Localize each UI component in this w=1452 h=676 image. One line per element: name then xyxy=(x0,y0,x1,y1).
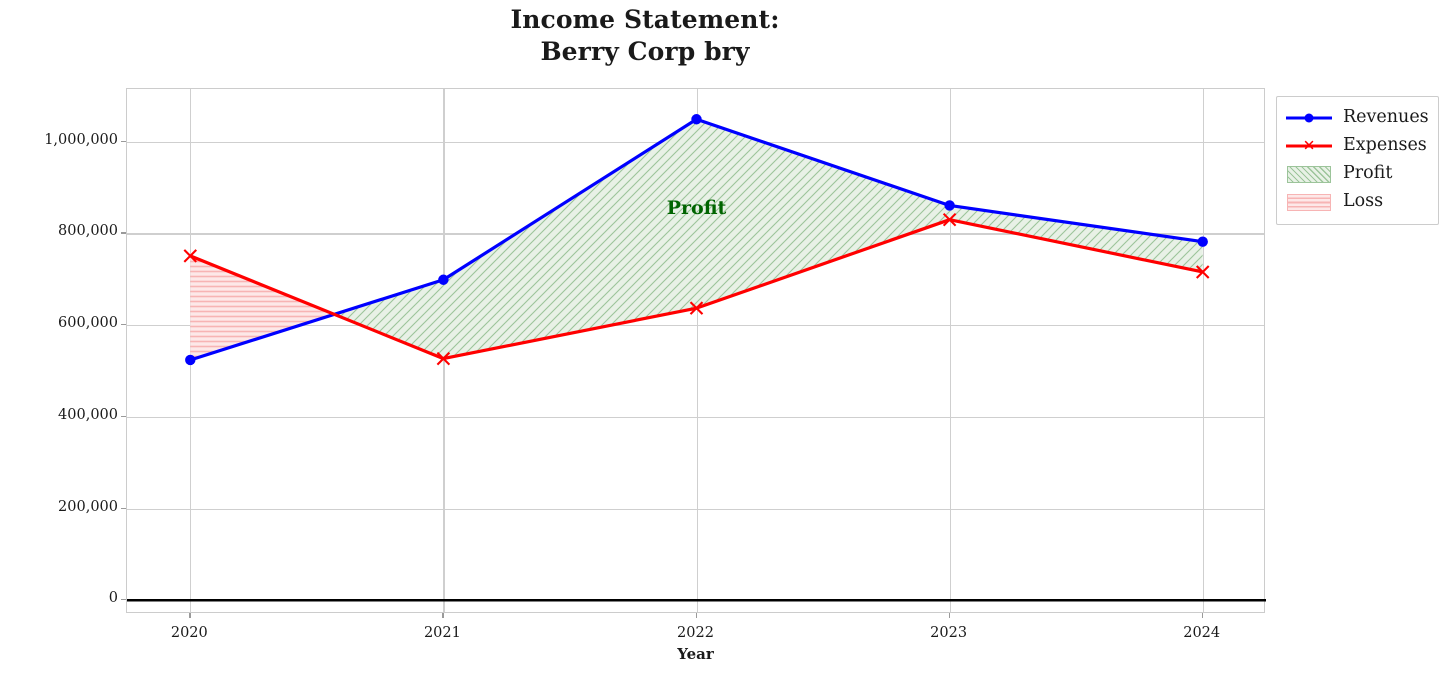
circle-marker-icon xyxy=(1304,113,1314,123)
legend-label: Profit xyxy=(1343,163,1393,184)
legend-label: Expenses xyxy=(1343,135,1427,156)
loss-fill-region xyxy=(190,255,335,360)
marker-revenues-2024 xyxy=(1197,236,1208,247)
y-tick-mark xyxy=(121,324,126,326)
legend-line-swatch xyxy=(1286,144,1332,148)
x-marker-icon: ✕ xyxy=(1302,136,1316,155)
x-tick-label: 2020 xyxy=(170,625,208,641)
x-tick-label: 2023 xyxy=(930,625,968,641)
y-tick-mark xyxy=(121,507,126,509)
y-tick-label: 0 xyxy=(108,590,118,607)
legend-item-expenses[interactable]: ✕ Expenses xyxy=(1286,132,1429,160)
y-tick-label: 1,000,000 xyxy=(44,131,118,148)
x-axis-label: Year xyxy=(677,645,714,663)
x-tick-mark xyxy=(695,613,697,618)
legend-patch-swatch xyxy=(1287,166,1331,183)
grid-line-vertical xyxy=(949,89,951,612)
marker-revenues-2022 xyxy=(691,114,702,125)
chart-title-line-2: Berry Corp bry xyxy=(540,36,750,66)
annotation-profit: Profit xyxy=(666,197,727,220)
grid-line-horizontal xyxy=(127,325,1264,327)
plot-area: Profit xyxy=(126,88,1266,613)
legend-key-revenues xyxy=(1286,108,1332,128)
legend-key-expenses: ✕ xyxy=(1286,136,1332,156)
y-tick-mark xyxy=(121,232,126,234)
x-tick-mark xyxy=(1201,613,1203,618)
grid-line-vertical xyxy=(1202,89,1204,612)
y-tick-mark xyxy=(121,140,126,142)
marker-revenues-2021 xyxy=(438,274,449,285)
y-tick-mark xyxy=(121,599,126,601)
legend-label: Revenues xyxy=(1343,107,1429,128)
grid-line-horizontal xyxy=(127,508,1264,510)
marker-revenues-2020 xyxy=(185,354,196,366)
legend-label: Loss xyxy=(1343,191,1384,212)
grid-line-vertical xyxy=(696,89,698,612)
grid-line-horizontal xyxy=(127,416,1264,418)
y-tick-label: 800,000 xyxy=(58,223,118,240)
y-tick-label: 600,000 xyxy=(58,315,118,332)
y-tick-label: 400,000 xyxy=(58,406,118,423)
x-tick-label: 2024 xyxy=(1183,625,1221,641)
series-svg xyxy=(127,114,1266,602)
legend-item-revenues[interactable]: Revenues xyxy=(1286,104,1429,132)
chart-title: Income Statement: Berry Corp bry xyxy=(0,4,1290,67)
y-tick-label: 200,000 xyxy=(58,498,118,515)
x-tick-label: 2022 xyxy=(677,625,714,641)
x-tick-label: 2021 xyxy=(423,625,461,641)
x-tick-mark xyxy=(442,613,444,618)
legend-key-profit xyxy=(1286,164,1332,184)
marker-expenses-2024 xyxy=(1195,265,1210,279)
chart-legend[interactable]: Revenues ✕ Expenses Profit Loss xyxy=(1276,96,1439,225)
data-layer: Profit xyxy=(127,89,1266,612)
legend-item-loss[interactable]: Loss xyxy=(1286,188,1429,216)
legend-item-profit[interactable]: Profit xyxy=(1286,160,1429,188)
legend-key-loss xyxy=(1286,192,1332,212)
chart-title-line-1: Income Statement: xyxy=(510,5,780,34)
x-tick-mark xyxy=(948,613,950,618)
marker-revenues-2023 xyxy=(944,200,955,211)
marker-expenses-2022 xyxy=(689,301,704,315)
legend-patch-swatch xyxy=(1287,194,1331,211)
profit-fill-region xyxy=(334,119,1203,359)
x-tick-mark xyxy=(189,613,191,618)
marker-expenses-2023 xyxy=(942,212,957,227)
marker-expenses-2020 xyxy=(183,249,198,263)
y-tick-mark xyxy=(121,415,126,418)
marker-expenses-2021 xyxy=(436,351,451,366)
